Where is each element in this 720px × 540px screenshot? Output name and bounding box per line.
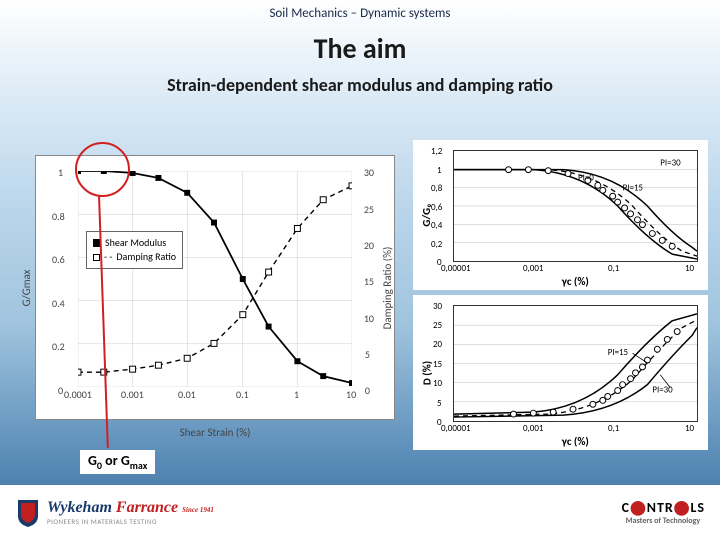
ytick: 1 xyxy=(437,165,442,176)
ytick: 1,2 xyxy=(431,146,442,157)
since-badge: Since 1941 xyxy=(182,506,214,514)
ytick: 5 xyxy=(437,398,442,409)
logo-tagline: Masters of Technology xyxy=(626,516,705,526)
xaxis-label: γc (%) xyxy=(562,435,589,448)
xtick: 10 xyxy=(685,263,694,274)
ytick-r: 5 xyxy=(365,348,370,361)
plot-area: PI=15 PI=30 xyxy=(453,305,698,422)
ytick: 25 xyxy=(433,320,442,331)
slide-title: The aim xyxy=(0,31,720,66)
logo-controls: C⬤NTR⬤LS Masters of Technology xyxy=(622,499,705,526)
footer: Wykeham Farrance Since 1941 PIONEERS IN … xyxy=(0,485,720,540)
ytick-r: 20 xyxy=(364,239,374,252)
xaxis-label: γc (%) xyxy=(562,275,589,288)
chart-shear-modulus-damping: G/Gmax Damping Ratio (%) Shear Strain (%… xyxy=(35,155,395,420)
chart-svg xyxy=(78,171,352,387)
legend-marker-open-icon xyxy=(93,254,100,261)
xtick: 0.1 xyxy=(236,388,249,401)
ytick-r: 15 xyxy=(364,275,374,288)
ytick: 30 xyxy=(433,301,442,312)
ytick-r: 0 xyxy=(365,384,370,397)
ytick: 0,2 xyxy=(431,239,442,250)
xtick: 10 xyxy=(346,388,356,401)
g0-gmax-annotation: G0 or Gmax xyxy=(80,450,155,474)
ytick: 0.8 xyxy=(52,210,65,223)
curve-label: PI=15 xyxy=(608,348,628,358)
legend-label: Shear Modulus xyxy=(105,236,166,250)
logo-wykeham-farrance: Wykeham Farrance Since 1941 PIONEERS IN … xyxy=(15,498,214,528)
xtick: 0.01 xyxy=(178,388,196,401)
xtick: 0,1 xyxy=(608,423,619,434)
chart-svg: PI=0 PI=30 PI=15 xyxy=(454,151,697,261)
slide-subtitle: Strain-dependent shear modulus and dampi… xyxy=(0,74,720,96)
yaxis-left-label: G/Gmax xyxy=(20,269,33,306)
xtick: 0.0001 xyxy=(64,388,92,401)
curve-label: PI=30 xyxy=(660,159,681,169)
curve-label: PI=15 xyxy=(623,183,643,193)
xtick: 0,00001 xyxy=(441,263,471,274)
ytick: 0.4 xyxy=(52,297,65,310)
xtick: 1 xyxy=(294,388,299,401)
xtick: 0,00001 xyxy=(441,423,471,434)
yaxis-right-label: Damping Ratio (%) xyxy=(381,246,394,329)
legend-label: Damping Ratio xyxy=(116,250,176,264)
plot-area xyxy=(78,171,352,387)
xtick: 0,001 xyxy=(523,263,544,274)
ytick: 10 xyxy=(433,378,442,389)
highlight-circle xyxy=(75,142,130,197)
chart-damping-vs-strain: D (%) γc (%) PI=15 PI=30 xyxy=(413,295,708,450)
ytick: 0.6 xyxy=(52,253,65,266)
plot-area: PI=0 PI=30 PI=15 xyxy=(453,150,698,262)
slide-header: Soil Mechanics – Dynamic systems xyxy=(0,0,720,21)
chart-svg: PI=15 PI=30 xyxy=(454,306,697,421)
ytick: 15 xyxy=(433,359,442,370)
ytick-r: 30 xyxy=(364,166,374,179)
logo-tagline: PIONEERS IN MATERIALS TESTING xyxy=(47,517,214,526)
ytick-r: 25 xyxy=(364,203,374,216)
xtick: 0,1 xyxy=(608,263,619,274)
curve-label: PI=0 xyxy=(578,173,594,183)
ytick: 20 xyxy=(433,339,442,350)
ytick: 0 xyxy=(58,384,63,397)
ytick: 0,6 xyxy=(431,202,442,213)
ytick: 1 xyxy=(58,166,63,179)
chart-gg0-vs-strain: G/G₀ γc (%) PI=0 PI=30 PI=15 xyxy=(413,140,708,290)
xtick: 0,001 xyxy=(523,423,544,434)
xaxis-label: Shear Strain (%) xyxy=(180,426,251,439)
xtick: 0.001 xyxy=(121,388,144,401)
ytick: 0.2 xyxy=(52,340,65,353)
wf-shield-icon xyxy=(15,498,41,528)
ytick-r: 10 xyxy=(364,312,374,325)
yaxis-label: D (%) xyxy=(421,360,434,384)
ytick: 0,4 xyxy=(431,220,442,231)
ytick: 0,8 xyxy=(431,183,442,194)
xtick: 10 xyxy=(685,423,694,434)
